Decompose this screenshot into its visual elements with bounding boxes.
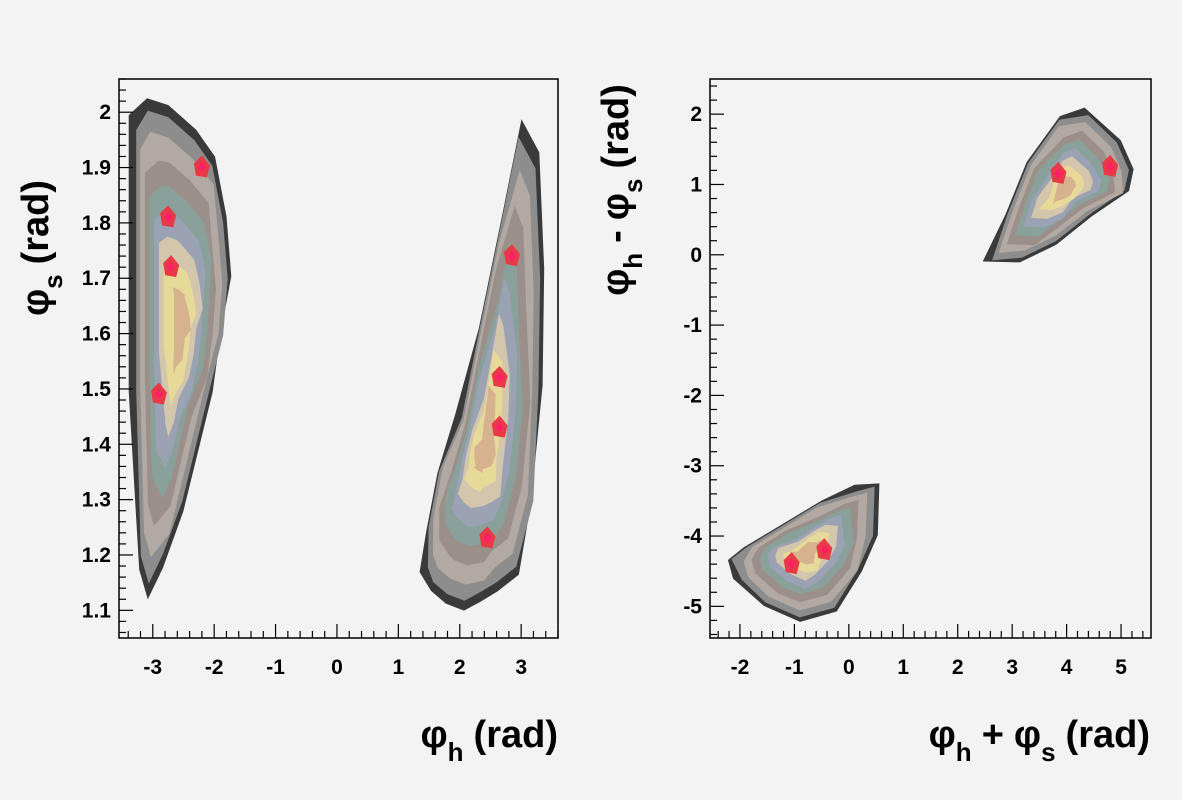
y-tick-label: 1.5 xyxy=(82,378,112,401)
hotspot-core xyxy=(495,421,504,433)
y-tick-label: 1.4 xyxy=(82,433,112,456)
left-plot-x-axis-label: φh (rad) xyxy=(420,714,558,767)
y-tick-label: 2 xyxy=(99,101,111,124)
x-tick-label: 0 xyxy=(331,656,343,679)
right-plot-data-area xyxy=(727,107,1134,622)
y-tick-label: 1 xyxy=(690,173,702,196)
x-tick-label: 1 xyxy=(393,656,405,679)
y-tick-label: 1.7 xyxy=(82,267,111,290)
x-tick-label: -2 xyxy=(205,656,224,679)
x-tick-label: 1 xyxy=(897,656,909,679)
y-tick-label: -5 xyxy=(683,595,702,618)
x-tick-label: 2 xyxy=(952,656,964,679)
y-tick-label: 1.2 xyxy=(82,544,111,567)
x-tick-label: 3 xyxy=(515,656,527,679)
hotspot-core xyxy=(1054,167,1063,179)
y-tick-label: 1.1 xyxy=(82,599,112,622)
left-plot-frame xyxy=(118,78,559,639)
y-tick-label: 2 xyxy=(690,103,702,126)
right-plot-axes: -2 -1 0 1 2 3 4 5 -5 -4 -3 -2 -1 0 1 2 xyxy=(683,85,1144,679)
y-tick-label: 1.6 xyxy=(82,323,111,346)
x-tick-label: 4 xyxy=(1061,656,1073,679)
x-tick-label: 0 xyxy=(843,656,855,679)
y-tick-label: -1 xyxy=(683,314,702,337)
left-plot: -3 -2 -1 0 1 2 3 1.1 1.2 1.3 1.4 1.5 1.6 1.7 1.8 1.9 2 φ… xyxy=(15,78,559,767)
hotspot-core xyxy=(154,388,163,400)
contour-lower-left-blob-level-8 xyxy=(790,539,821,565)
right-plot-y-axis-label: φh-φs(rad) xyxy=(595,84,648,296)
x-tick-label: -1 xyxy=(785,656,804,679)
left-plot-data-area xyxy=(128,98,545,611)
y-tick-label: 0 xyxy=(690,244,702,267)
x-tick-label: -2 xyxy=(731,656,750,679)
right-plot: -2 -1 0 1 2 3 4 5 -5 -4 -3 -2 -1 0 1 2 φh + φs (rad) φh-φs… xyxy=(595,78,1152,767)
y-tick-label: -3 xyxy=(683,455,702,478)
x-tick-label: -3 xyxy=(143,656,162,679)
left-plot-axes: -3 -2 -1 0 1 2 3 1.1 1.2 1.3 1.4 1.5 1.6 1.7 1.8 1.9 2 xyxy=(82,78,559,679)
y-tick-label: 1.3 xyxy=(82,489,111,512)
hotspot-core xyxy=(787,558,796,570)
left-plot-y-axis-label: φs(rad) xyxy=(15,180,68,316)
right-plot-frame xyxy=(709,78,1152,639)
hotspot-core xyxy=(820,544,829,556)
hotspot-core xyxy=(507,250,516,262)
contour-left-band-level-8 xyxy=(172,287,191,374)
x-tick-label: 3 xyxy=(1006,656,1018,679)
x-tick-label: 2 xyxy=(454,656,466,679)
hotspot-core xyxy=(167,261,176,273)
y-tick-label: -4 xyxy=(683,525,702,548)
right-plot-x-axis-label: φh + φs (rad) xyxy=(929,714,1150,767)
hotspot-core xyxy=(495,371,504,383)
hotspot-core xyxy=(197,161,206,173)
y-tick-label: -2 xyxy=(683,384,702,407)
x-tick-label: -1 xyxy=(266,656,285,679)
hotspot-core xyxy=(164,211,173,223)
hotspot-core xyxy=(1106,160,1115,172)
y-tick-label: 1.8 xyxy=(82,212,112,235)
hotspot-core xyxy=(483,532,492,544)
y-tick-label: 1.9 xyxy=(82,157,111,180)
x-tick-label: 5 xyxy=(1115,656,1127,679)
